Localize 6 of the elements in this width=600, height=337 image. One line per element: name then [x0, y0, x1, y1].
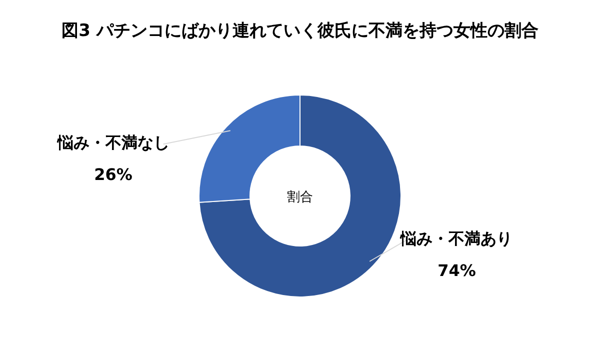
text: 割合	[287, 190, 313, 205]
slice-label: 悩み・不満なし	[56, 133, 170, 152]
chart-title: 図3 パチンコにばかり連れていく彼氏に不満を持つ女性の割合	[62, 21, 538, 41]
slice-label: 悩み・不満あり	[400, 228, 513, 248]
data-label: 26%	[94, 165, 132, 184]
data-label: 74%	[438, 260, 476, 280]
